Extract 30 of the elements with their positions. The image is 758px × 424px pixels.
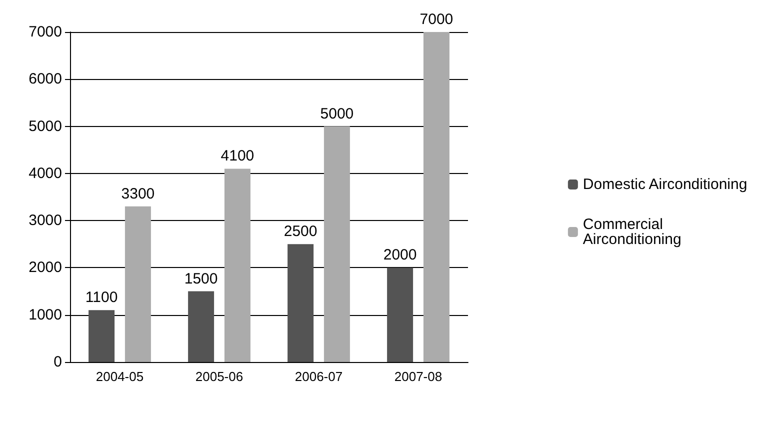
data-label: 3300 [121,185,155,202]
bar [423,32,450,362]
legend-label: Domestic Airconditioning [582,176,748,193]
bar [387,268,414,362]
data-label: 7000 [420,11,454,28]
x-tick-label: 2006-07 [294,369,343,384]
data-label: 1500 [184,270,218,288]
data-label: 5000 [320,105,354,122]
x-tick-label: 2007-08 [394,369,442,384]
bar [288,244,314,362]
legend-label: Commercial Airconditioning [582,216,682,248]
data-label: 4100 [220,148,254,165]
bar [88,310,115,362]
bar [124,206,151,362]
y-tick-label: 4000 [28,164,62,182]
bar [224,168,250,362]
y-tick-label: 5000 [28,118,62,135]
y-tick-label: 3000 [28,212,62,230]
x-tick-label: 2004-05 [96,369,144,384]
x-tick-label: 2005-06 [195,369,244,384]
y-tick-label: 2000 [28,259,62,276]
data-label: 1100 [85,289,118,306]
y-tick-label: 7000 [28,24,62,40]
y-tick-label: 1000 [28,306,62,324]
y-tick-label: 6000 [28,70,62,88]
data-label: 2000 [383,246,417,264]
bar [324,126,350,362]
bar [188,291,214,362]
data-label: 2500 [284,223,318,240]
y-tick-label: 0 [54,354,62,370]
